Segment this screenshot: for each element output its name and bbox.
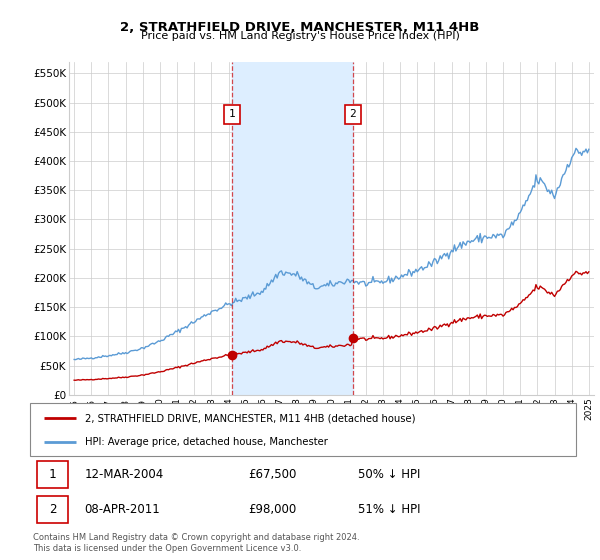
Text: 1: 1 bbox=[49, 468, 56, 481]
FancyBboxPatch shape bbox=[37, 461, 68, 488]
Text: 50% ↓ HPI: 50% ↓ HPI bbox=[358, 468, 420, 481]
Bar bbox=[232, 62, 353, 395]
Text: 2: 2 bbox=[350, 109, 356, 119]
Text: HPI: Average price, detached house, Manchester: HPI: Average price, detached house, Manc… bbox=[85, 436, 328, 446]
FancyBboxPatch shape bbox=[30, 403, 576, 456]
Text: Price paid vs. HM Land Registry's House Price Index (HPI): Price paid vs. HM Land Registry's House … bbox=[140, 31, 460, 41]
Text: 12-MAR-2004: 12-MAR-2004 bbox=[85, 468, 164, 481]
Text: 2: 2 bbox=[49, 503, 56, 516]
Text: £67,500: £67,500 bbox=[248, 468, 297, 481]
Text: £98,000: £98,000 bbox=[248, 503, 296, 516]
Text: 08-APR-2011: 08-APR-2011 bbox=[85, 503, 160, 516]
Text: 2, STRATHFIELD DRIVE, MANCHESTER, M11 4HB: 2, STRATHFIELD DRIVE, MANCHESTER, M11 4H… bbox=[121, 21, 479, 34]
Text: 51% ↓ HPI: 51% ↓ HPI bbox=[358, 503, 420, 516]
Text: 2, STRATHFIELD DRIVE, MANCHESTER, M11 4HB (detached house): 2, STRATHFIELD DRIVE, MANCHESTER, M11 4H… bbox=[85, 413, 415, 423]
Text: 1: 1 bbox=[229, 109, 235, 119]
FancyBboxPatch shape bbox=[37, 496, 68, 523]
Text: Contains HM Land Registry data © Crown copyright and database right 2024.
This d: Contains HM Land Registry data © Crown c… bbox=[33, 533, 359, 553]
